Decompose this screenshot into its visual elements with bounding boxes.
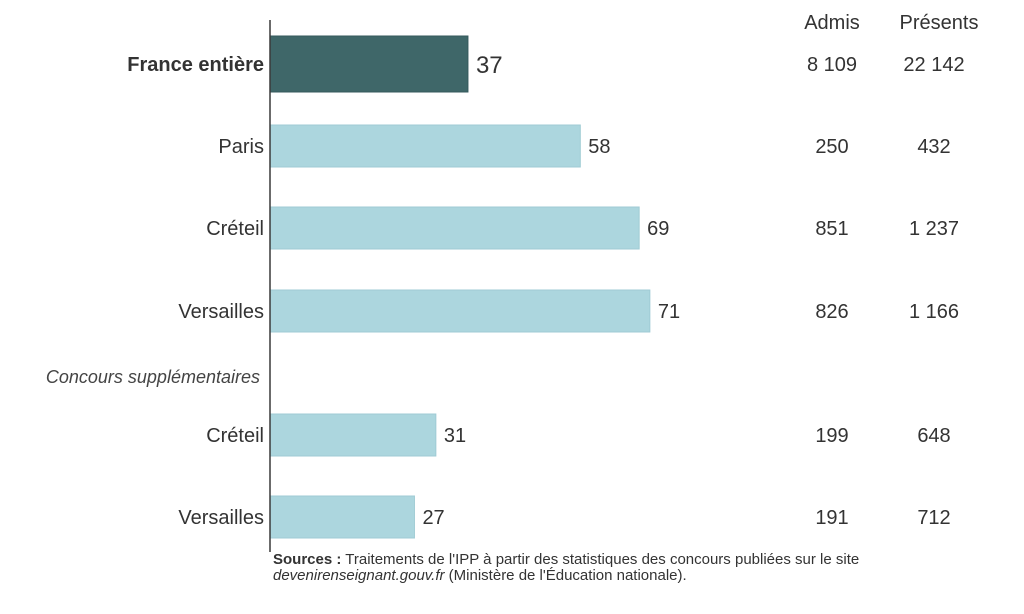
column-header-presents: Présents <box>900 12 979 34</box>
presents-value: 1 166 <box>909 301 959 323</box>
source-prefix: Sources : <box>273 551 342 568</box>
presents-value: 1 237 <box>909 218 959 240</box>
bar <box>269 413 437 457</box>
bar <box>269 206 640 250</box>
value-label: 27 <box>422 507 444 529</box>
admis-value: 250 <box>815 136 848 158</box>
bar <box>269 124 581 168</box>
source-text-1: Traitements de l'IPP à partir des statis… <box>341 551 860 568</box>
source-note: Sources : Traitements de l'IPP à partir … <box>273 552 859 584</box>
section-label: Concours supplémentaires <box>46 367 260 387</box>
category-label: Créteil <box>206 425 264 447</box>
value-label: 37 <box>476 52 503 79</box>
presents-value: 432 <box>917 136 950 158</box>
bar <box>269 495 415 539</box>
admis-value: 826 <box>815 301 848 323</box>
column-header-admis: Admis <box>804 12 860 34</box>
admis-value: 199 <box>815 425 848 447</box>
value-label: 58 <box>588 136 610 158</box>
bar <box>269 35 469 93</box>
source-text-2: (Ministère de l'Éducation nationale). <box>444 567 687 584</box>
admis-value: 191 <box>815 507 848 529</box>
value-label: 69 <box>647 218 669 240</box>
category-label: Versailles <box>178 301 264 323</box>
presents-value: 648 <box>917 425 950 447</box>
category-label: Paris <box>218 136 264 158</box>
presents-value: 22 142 <box>903 54 964 76</box>
category-label: France entière <box>127 54 264 76</box>
category-label: Créteil <box>206 218 264 240</box>
presents-value: 712 <box>917 507 950 529</box>
admis-value: 851 <box>815 218 848 240</box>
source-site: devenirenseignant.gouv.fr <box>273 567 445 584</box>
value-label: 71 <box>658 301 680 323</box>
value-label: 31 <box>444 425 466 447</box>
admis-value: 8 109 <box>807 54 857 76</box>
bar <box>269 289 651 333</box>
category-label: Versailles <box>178 507 264 529</box>
